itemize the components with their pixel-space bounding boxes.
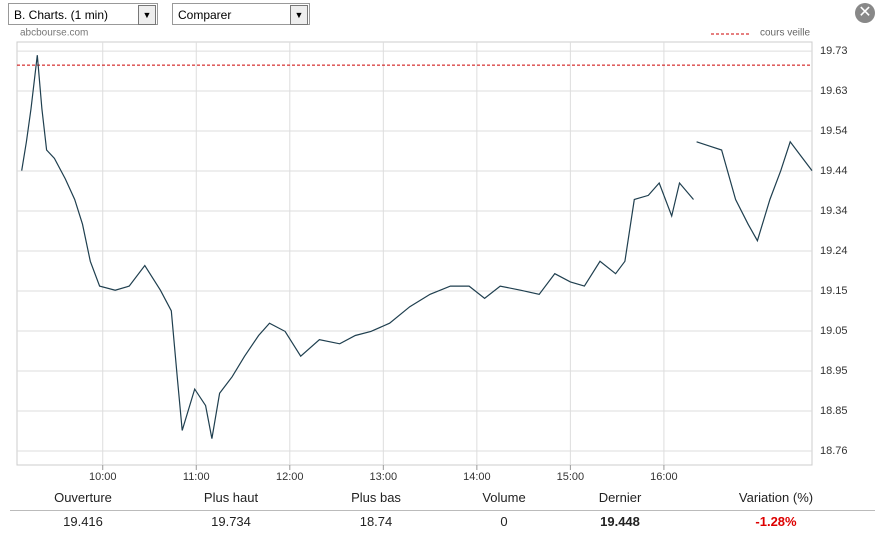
x-tick-label: 15:00 [557,471,585,483]
stat-text: 19.734 [211,514,251,529]
stat-text: Plus bas [351,490,401,505]
stat-text: Ouverture [54,490,112,505]
dropdown-arrow: ▼ [138,5,156,25]
x-tick-label: 10:00 [89,471,117,483]
stat-text: Variation (%) [738,490,814,505]
compare-label: Comparer [178,8,232,22]
y-tick-label: 19.73 [820,45,848,57]
y-tick-label: 18.95 [820,365,848,377]
period-select[interactable]: B. Charts. (1 min) ▼ [8,3,158,25]
plot-frame [16,41,813,466]
x-tick-label: 14:00 [463,471,491,483]
compare-select[interactable]: Comparer ▼ [172,3,310,25]
stat-text: Volume [482,490,526,505]
legend-label: cours veille [760,28,810,39]
y-tick-label: 18.85 [820,405,848,417]
period-label: B. Charts. (1 min) [14,8,109,22]
x-tick-label: 16:00 [650,471,678,483]
y-tick-label: 19.05 [820,325,848,337]
stat-text: Dernier [598,490,642,505]
price-line [21,55,813,439]
dropdown-arrow: ▼ [290,5,308,25]
stat-text: -1.28% [755,514,797,529]
y-tick-label: 19.15 [820,285,848,297]
y-tick-label: 19.63 [820,85,848,97]
x-tick-label: 13:00 [370,471,398,483]
y-tick-label: 19.34 [820,205,848,217]
separator [10,510,875,511]
x-tick-label: 12:00 [276,471,304,483]
y-tick-label: 19.44 [820,165,848,177]
source: abcbourse.com [20,28,88,39]
stat-text: 0 [500,514,508,529]
y-tick-label: 19.24 [820,245,848,257]
y-tick-label: 18.76 [820,445,848,457]
stat-text: 18.74 [359,514,393,529]
stat-text: 19.448 [600,514,640,529]
stat-text: Plus haut [203,490,259,505]
x-tick-label: 11:00 [183,471,210,483]
y-tick-label: 19.54 [820,125,848,137]
stat-text: 19.416 [63,514,103,529]
close-button[interactable]: ✕ [855,3,875,23]
